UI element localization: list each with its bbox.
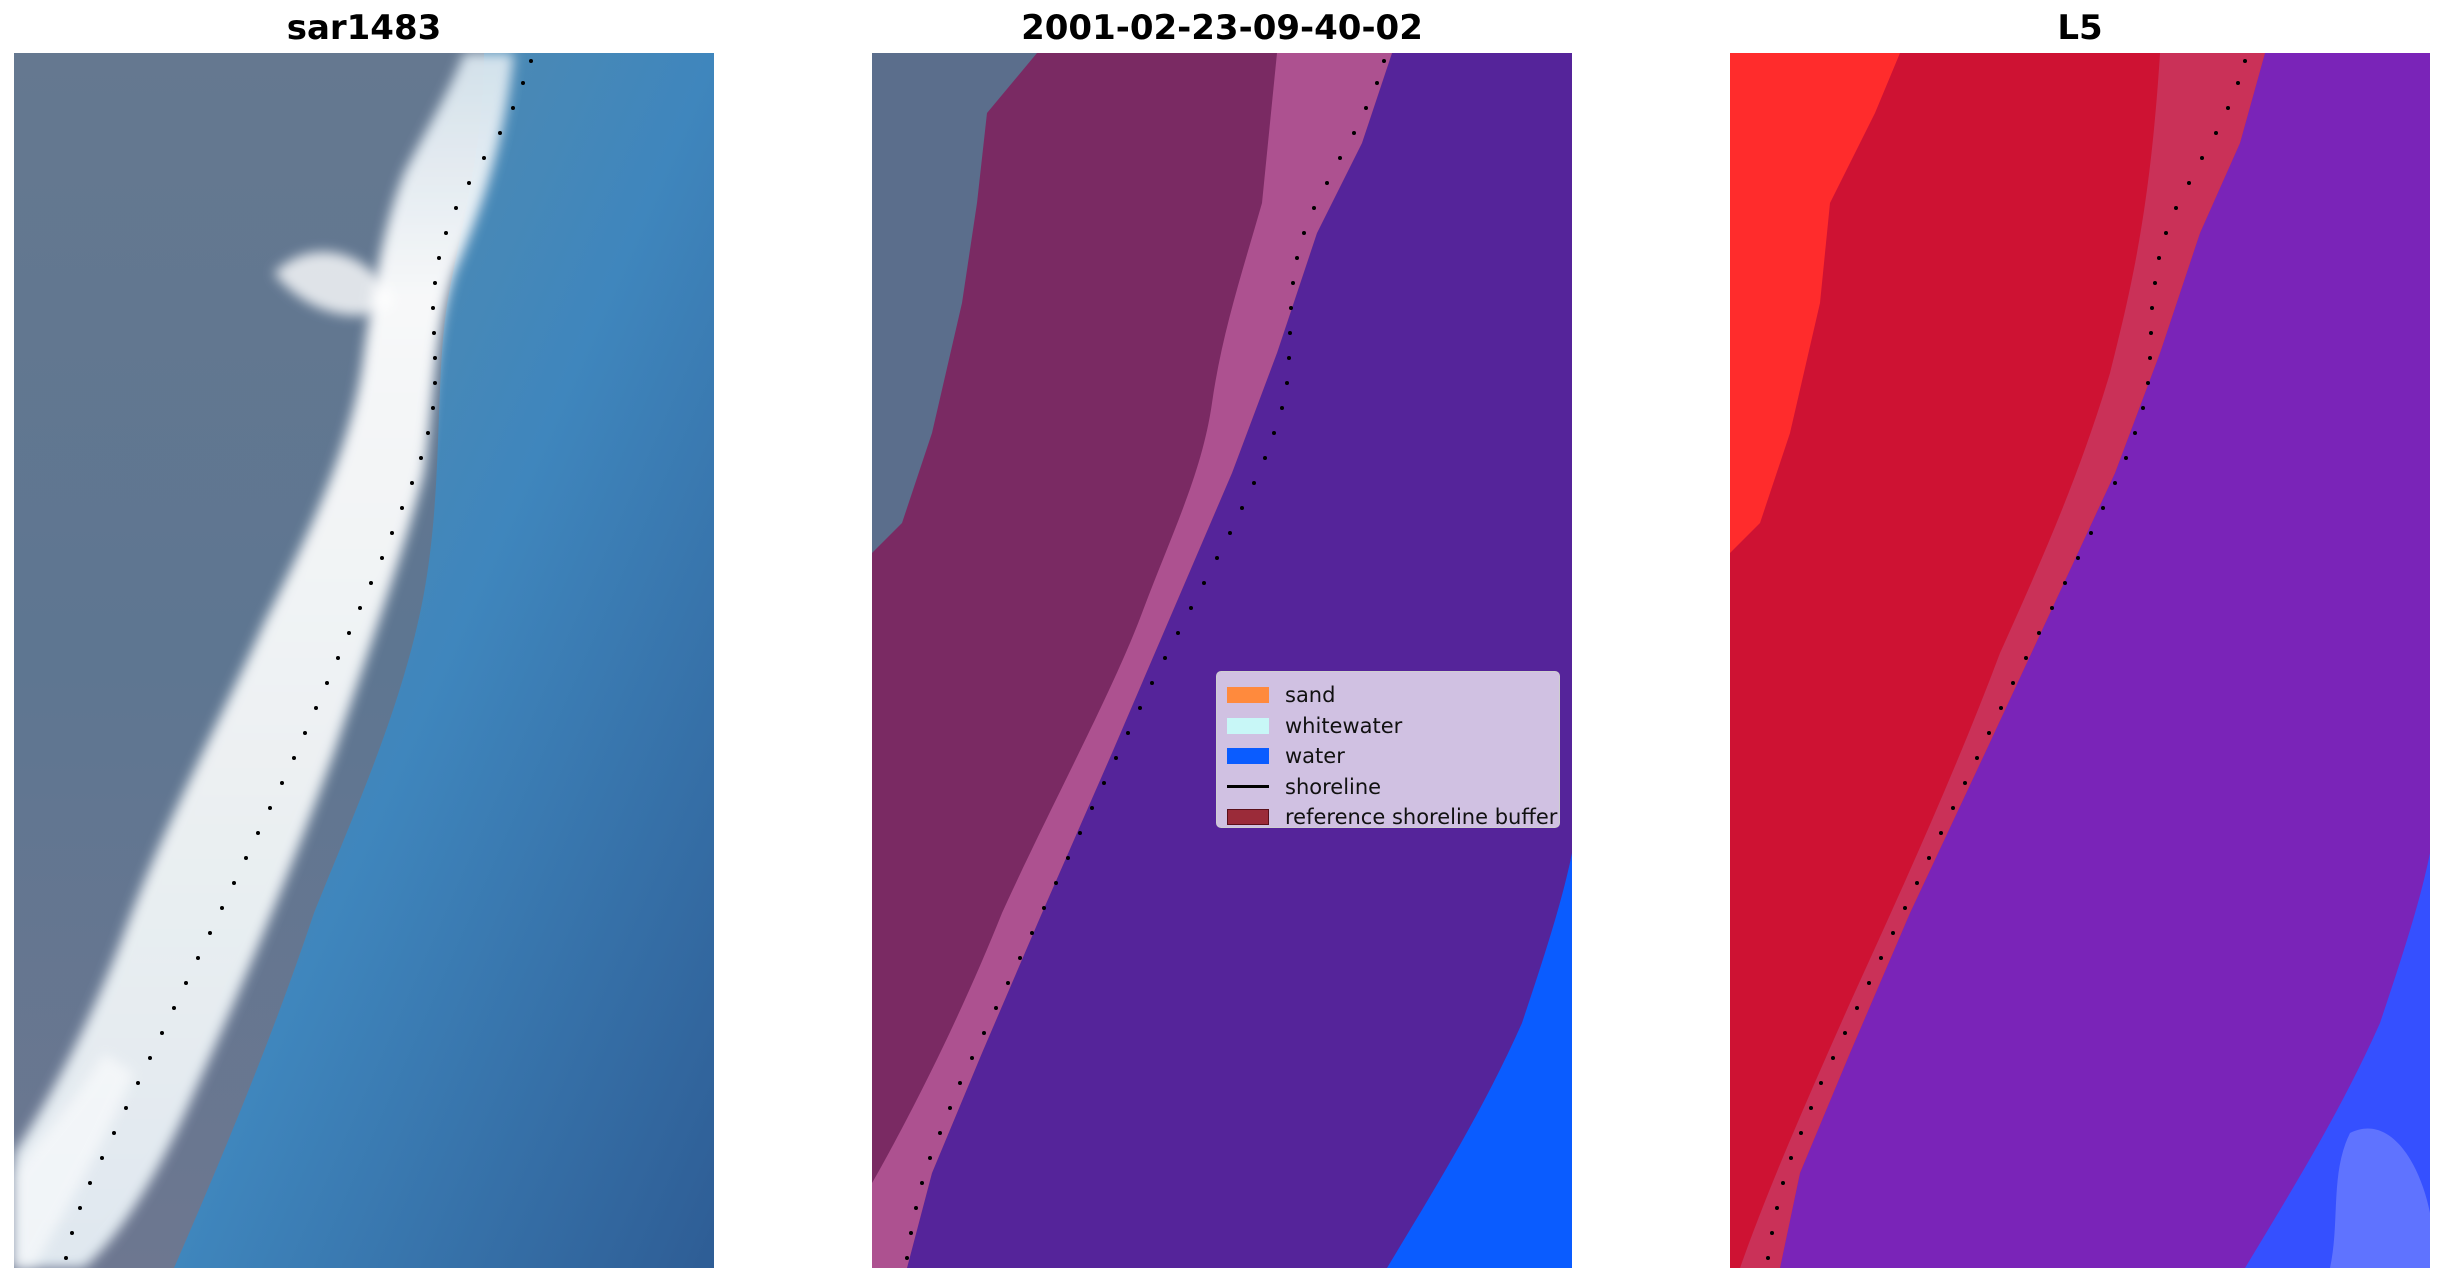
shoreline-dots	[1766, 59, 2247, 1260]
shoreline-line-icon	[1227, 785, 1269, 789]
classified-image	[872, 53, 1572, 1268]
water-swatch	[1227, 748, 1269, 765]
rgb-image	[14, 53, 714, 1268]
legend-label-whitewater: whitewater	[1285, 713, 1403, 738]
sand-swatch	[1227, 687, 1269, 704]
legend-item-sand: sand	[1227, 680, 1549, 711]
rgb-satellite-image	[14, 53, 714, 1268]
panel-rgb: sar1483	[14, 0, 714, 1283]
panel-index: L5	[1730, 0, 2430, 1283]
panel-title-rgb: sar1483	[286, 8, 442, 48]
panel-title-classified: 2001-02-23-09-40-02	[1021, 8, 1423, 48]
legend-label-water: water	[1285, 744, 1345, 769]
legend-item-reference-shoreline-buffer: reference shoreline buffer	[1227, 802, 1557, 833]
index-image	[1730, 53, 2430, 1268]
shoreline-dots	[905, 59, 1386, 1260]
whitewater-swatch	[1227, 717, 1269, 734]
legend-label-sand: sand	[1285, 683, 1336, 708]
legend-item-shoreline: shoreline	[1227, 772, 1549, 803]
legend-item-water: water	[1227, 741, 1549, 772]
panel-classified: 2001-02-23-09-40-02	[872, 0, 1572, 1283]
panel-title-index: L5	[2057, 8, 2103, 48]
shoreline-dots	[64, 59, 533, 1260]
legend-label-reference-shoreline-buffer: reference shoreline buffer	[1285, 805, 1558, 830]
legend: sand whitewater water shoreline referenc…	[1216, 671, 1560, 829]
classification-map	[872, 53, 1572, 1268]
reference-buffer-swatch	[1227, 809, 1269, 826]
legend-item-whitewater: whitewater	[1227, 711, 1549, 742]
legend-label-shoreline: shoreline	[1285, 774, 1382, 799]
index-map	[1730, 53, 2430, 1268]
